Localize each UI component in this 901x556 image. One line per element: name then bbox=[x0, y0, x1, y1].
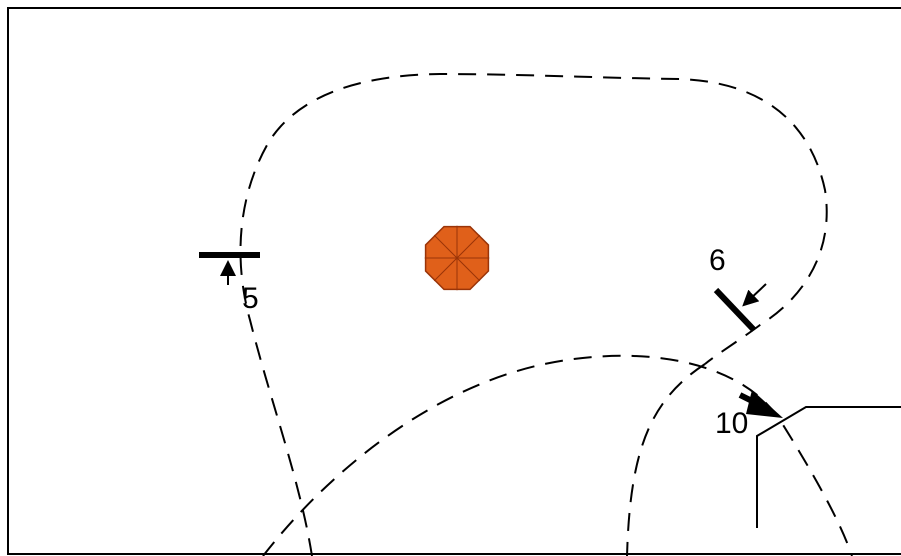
gate-6: 6 bbox=[709, 244, 767, 333]
gate-arrowhead-icon bbox=[746, 390, 783, 418]
marker-label-5: 5 bbox=[242, 282, 259, 315]
direction-arrow-icon bbox=[742, 283, 767, 307]
octagon-buoy-icon bbox=[424, 225, 490, 291]
obstacle-outline bbox=[756, 406, 901, 528]
gate-5: 5 bbox=[199, 252, 260, 315]
dashed-route-lower-arc bbox=[262, 354, 853, 556]
dashed-route-inner-return bbox=[626, 363, 706, 556]
gate-bar-icon bbox=[713, 287, 757, 333]
buoy-segment-line bbox=[456, 234, 481, 259]
buoy-segment-line bbox=[456, 257, 481, 282]
buoy-segment-line bbox=[433, 234, 458, 259]
marker-label-6: 6 bbox=[709, 244, 726, 277]
marker-label-10: 10 bbox=[715, 407, 748, 440]
frame-border bbox=[7, 7, 901, 555]
buoy-segment-line bbox=[433, 257, 458, 282]
gate-10: 10 bbox=[715, 390, 783, 440]
dashed-route-upper-loop bbox=[239, 72, 828, 556]
